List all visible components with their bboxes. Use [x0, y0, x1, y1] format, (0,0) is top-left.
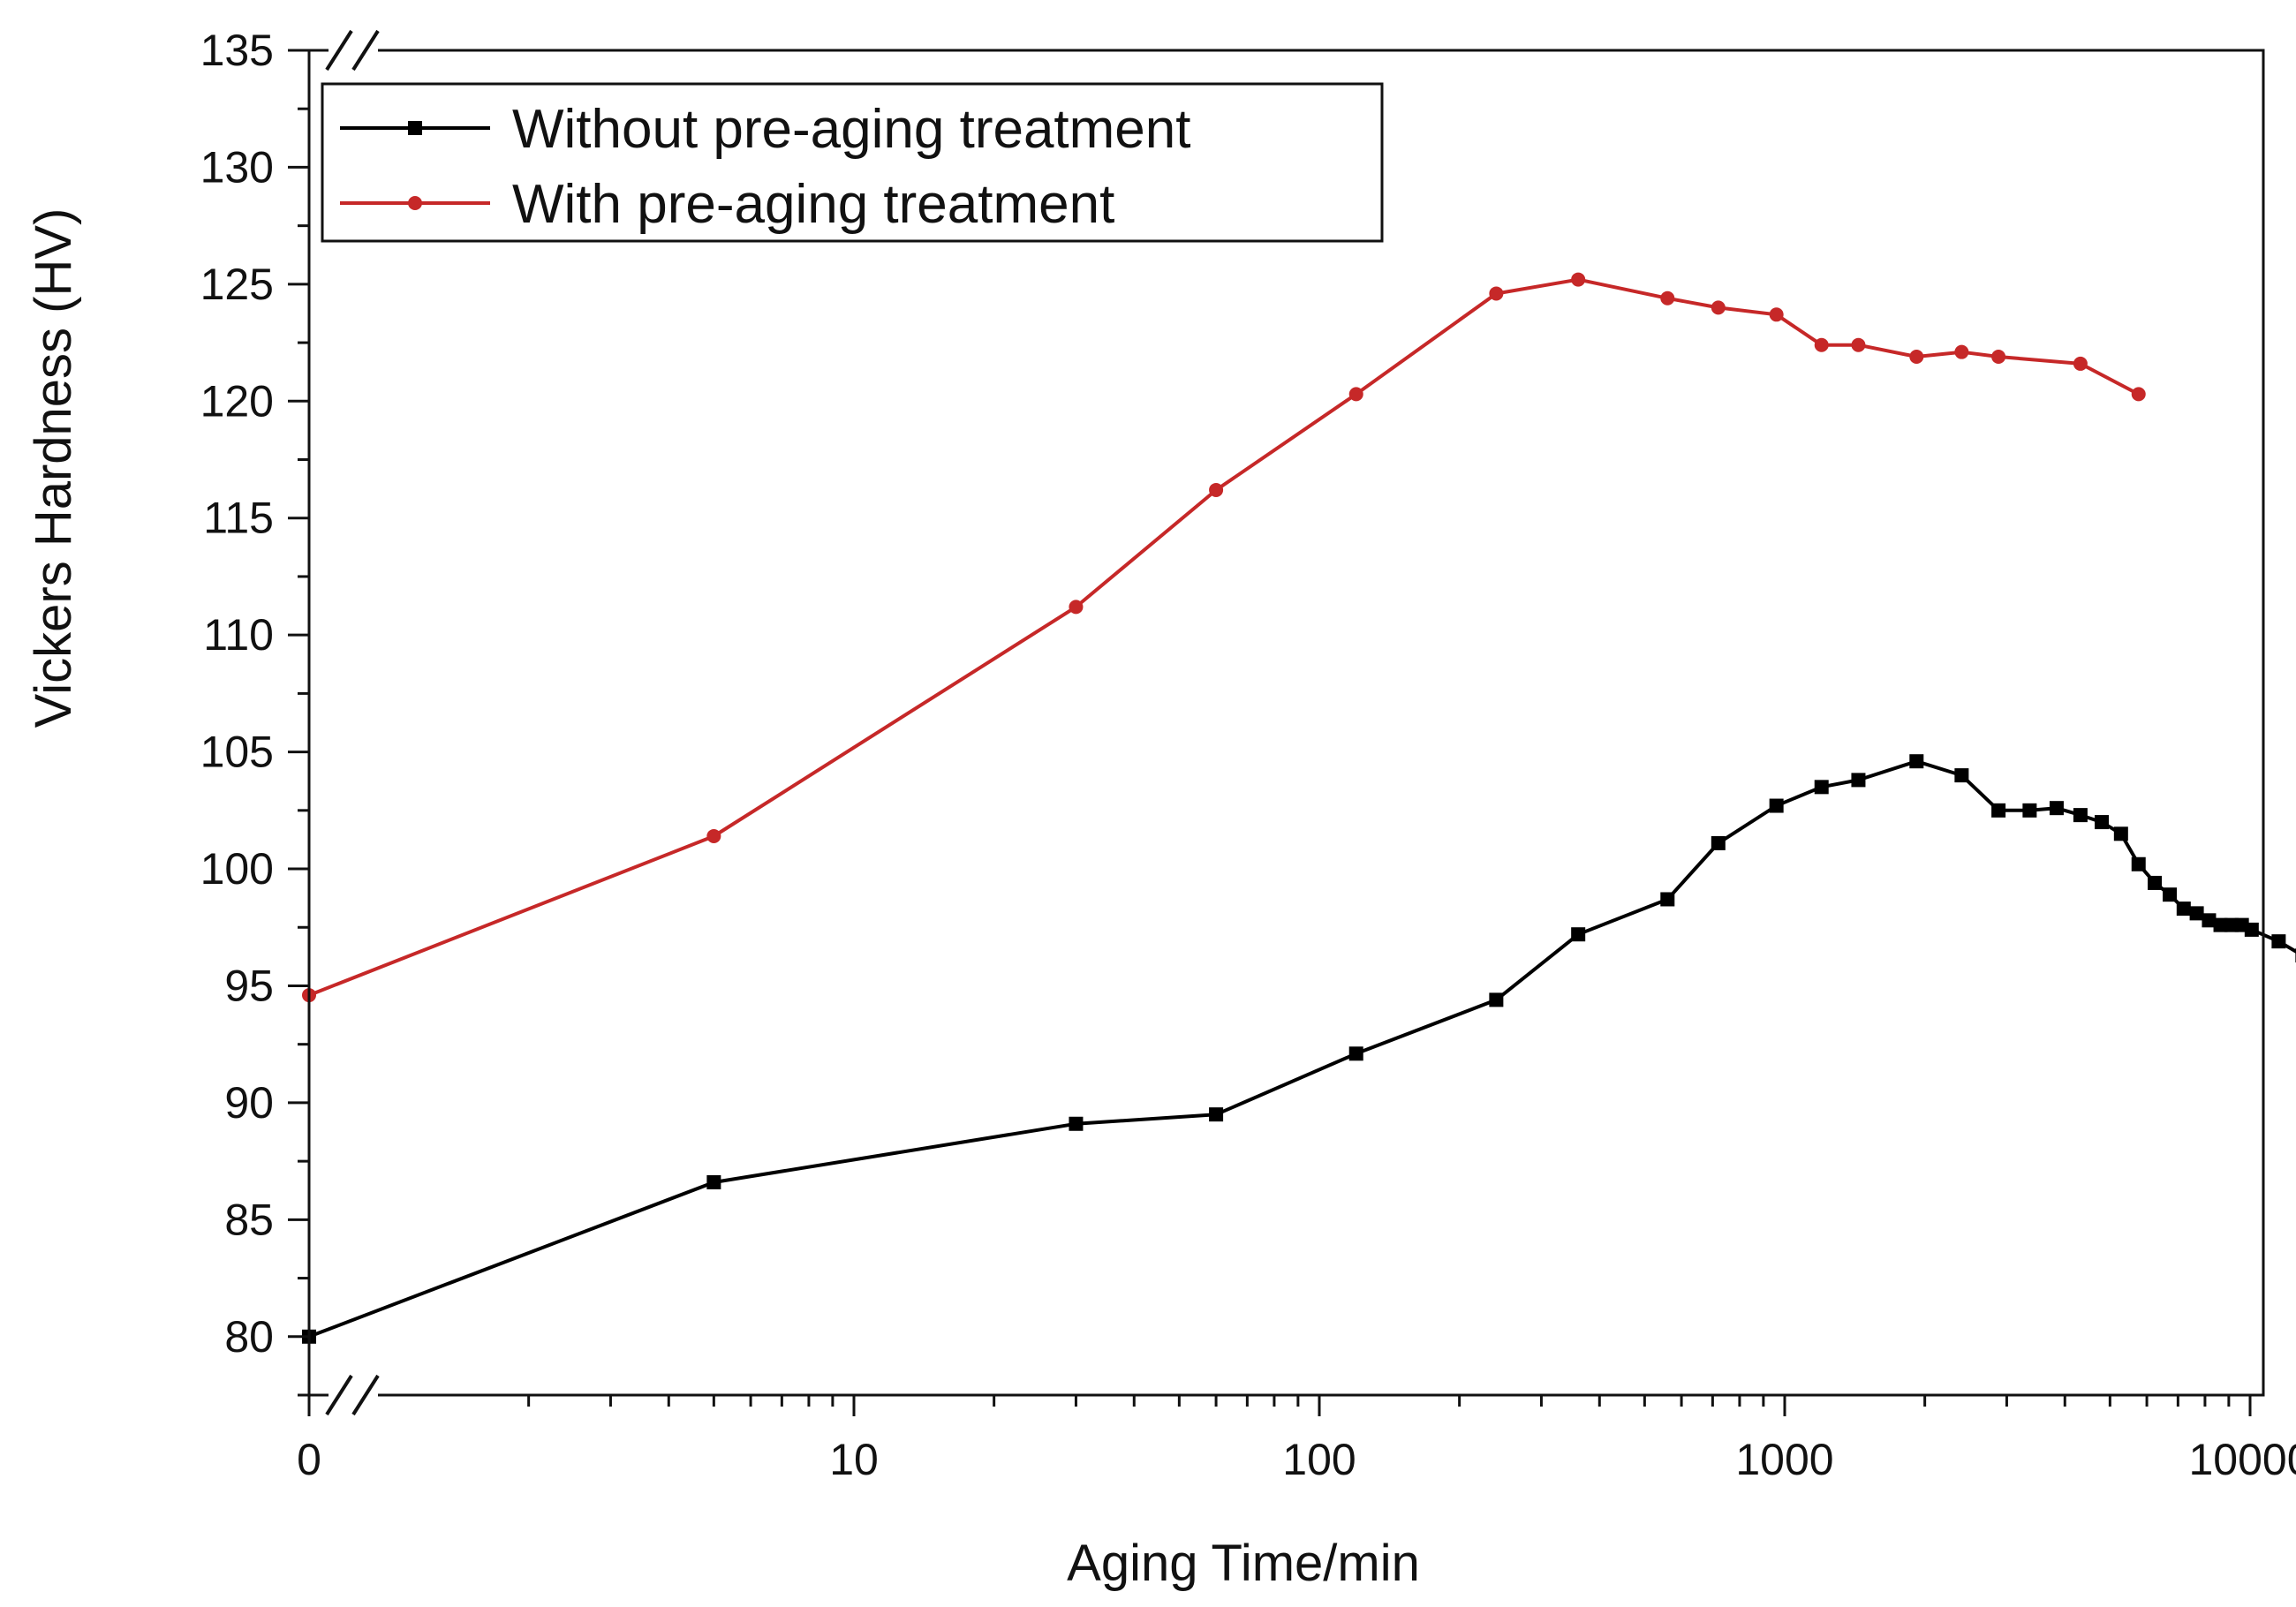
- data-point-square: [706, 1174, 721, 1189]
- data-point-circle: [1209, 482, 1224, 497]
- data-point-square: [2213, 917, 2228, 932]
- data-point-circle: [1769, 307, 1784, 322]
- data-point-circle: [2073, 356, 2088, 371]
- data-point-circle: [1069, 600, 1084, 615]
- data-point-square: [2131, 856, 2146, 871]
- y-tick-label: 135: [200, 26, 274, 75]
- legend: Without pre-aging treatment With pre-agin…: [321, 82, 1384, 243]
- data-point-square: [1711, 835, 1726, 850]
- y-tick-label: 120: [200, 376, 274, 426]
- data-point-square: [2049, 801, 2064, 816]
- data-point-square: [2163, 887, 2178, 902]
- x-tick-label: 100: [1282, 1435, 1356, 1484]
- data-point-square: [1069, 1116, 1084, 1131]
- y-tick-label: 110: [203, 610, 274, 660]
- data-point-square: [1660, 892, 1675, 907]
- data-point-circle: [1711, 300, 1726, 315]
- data-point-square: [1814, 780, 1829, 795]
- data-point-square: [1909, 754, 1924, 769]
- data-point-square: [2176, 902, 2191, 917]
- series-line-1: [308, 759, 2296, 1339]
- y-tick-label: 85: [224, 1195, 274, 1244]
- y-tick-label: 95: [224, 961, 274, 1010]
- y-tick-label: 100: [200, 844, 274, 894]
- data-point-square: [1209, 1107, 1224, 1122]
- y-axis-title: Vickers Hardness (HV): [25, 208, 82, 728]
- axis-break-slash: [351, 1374, 380, 1416]
- data-point-square: [2271, 934, 2286, 949]
- data-point-square: [1348, 1046, 1363, 1061]
- data-point-square: [1769, 798, 1784, 813]
- legend-label: Without pre-aging treatment: [512, 99, 1191, 160]
- data-point-circle: [1348, 387, 1363, 402]
- data-point-circle: [1814, 337, 1829, 352]
- data-point-square: [1571, 927, 1586, 942]
- data-point-circle: [1851, 337, 1866, 352]
- data-point-square: [2244, 922, 2259, 937]
- legend-marker-square: [408, 121, 422, 135]
- data-point-square: [1991, 803, 2006, 818]
- legend-marker-circle: [408, 196, 422, 210]
- data-point-square: [2073, 808, 2088, 823]
- data-point-circle: [1489, 286, 1504, 301]
- x-tick-label: 10: [829, 1435, 879, 1484]
- data-point-circle: [2131, 387, 2146, 402]
- data-point-square: [2095, 815, 2110, 830]
- data-point-square: [2113, 826, 2128, 841]
- data-point-square: [2022, 803, 2037, 818]
- y-tick-label: 105: [200, 728, 274, 777]
- axis-break-slash: [351, 29, 380, 72]
- axis-layer: 80 85 90 95 100 105 110 115 120 125 130 135 0 10 100 10…: [200, 26, 2296, 1484]
- data-point-square: [1851, 773, 1866, 788]
- legend-box: [321, 82, 1384, 243]
- data-point-circle: [1954, 344, 1969, 359]
- data-point-square: [1954, 768, 1969, 783]
- data-point-square: [2189, 906, 2204, 921]
- axis-break-slash: [325, 1374, 353, 1416]
- data-point-circle: [1909, 349, 1924, 364]
- data-point-circle: [1660, 290, 1675, 306]
- series-line-2: [308, 277, 2140, 997]
- plot-frame: [307, 49, 2265, 1397]
- x-tick-label: 10000: [2188, 1435, 2296, 1484]
- data-point-circle: [1991, 349, 2006, 364]
- x-axis-title: Aging Time/min: [1067, 1535, 1420, 1592]
- x-tick-label: 0: [297, 1435, 321, 1484]
- data-point-square: [1489, 992, 1504, 1007]
- y-tick-label: 80: [224, 1312, 274, 1362]
- y-tick-label: 115: [203, 494, 274, 543]
- plot-layer: [302, 272, 2296, 1344]
- y-tick-label: 125: [200, 260, 274, 309]
- data-point-square: [2202, 913, 2217, 928]
- y-tick-label: 90: [224, 1078, 274, 1128]
- y-tick-label: 130: [200, 142, 274, 192]
- x-tick-label: 1000: [1735, 1435, 1833, 1484]
- data-point-circle: [706, 828, 721, 843]
- data-point-circle: [1571, 272, 1586, 287]
- legend-label: With pre-aging treatment: [512, 174, 1114, 235]
- axis-break-slash: [325, 29, 353, 72]
- data-point-square: [2148, 875, 2163, 890]
